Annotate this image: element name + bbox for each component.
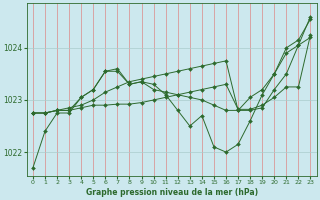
X-axis label: Graphe pression niveau de la mer (hPa): Graphe pression niveau de la mer (hPa) [86, 188, 258, 197]
